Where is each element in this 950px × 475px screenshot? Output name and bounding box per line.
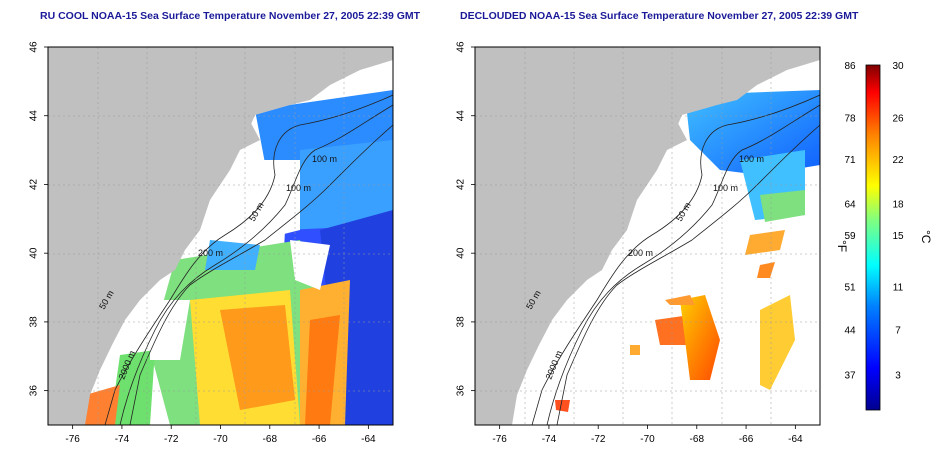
land — [475, 47, 820, 425]
lon-tick-label: -74 — [542, 434, 557, 445]
celsius-tick-label: 26 — [892, 113, 904, 124]
bathymetry-contours — [104, 94, 393, 425]
lon-tick-label: -68 — [263, 434, 278, 445]
lat-tick-label: 40 — [456, 247, 467, 259]
sst-field — [555, 90, 820, 412]
lat-tick-label: 36 — [456, 385, 467, 397]
lon-tick-label: -66 — [312, 434, 327, 445]
fahrenheit-tick-label: 44 — [844, 326, 856, 337]
lon-tick-label: -70 — [213, 434, 228, 445]
lat-tick-label: 40 — [29, 247, 40, 259]
lon-tick-label: -76 — [65, 434, 80, 445]
map-gridlines — [48, 47, 393, 425]
celsius-tick-label: 18 — [892, 200, 904, 211]
right-axis-ticks: -76 -74 -72 -70 -68 -66 -64 46 44 42 40 38 36 — [456, 41, 803, 445]
land — [48, 47, 393, 425]
lat-tick-label: 46 — [29, 41, 40, 53]
lat-tick-label: 42 — [456, 178, 467, 190]
colorbar-gradient — [865, 64, 881, 411]
fahrenheit-tick-label: 78 — [844, 113, 856, 124]
lon-tick-label: -68 — [690, 434, 705, 445]
fahrenheit-tick-label: 59 — [844, 231, 856, 242]
lat-tick-label: 36 — [29, 385, 40, 397]
contour-label: 200 m — [628, 248, 653, 258]
sst-field — [80, 90, 393, 425]
celsius-tick-label: 3 — [895, 371, 901, 382]
contour-label: 100 m — [286, 183, 311, 193]
lon-tick-label: -74 — [115, 434, 130, 445]
fahrenheit-tick-label: 86 — [844, 61, 856, 72]
fahrenheit-tick-label: 51 — [844, 283, 856, 294]
lon-tick-label: -66 — [739, 434, 754, 445]
lat-tick-label: 38 — [456, 316, 467, 328]
bathymetry-contours — [531, 94, 820, 425]
contour-label: 100 m — [713, 183, 738, 193]
celsius-tick-label: 30 — [892, 61, 904, 72]
lon-tick-label: -72 — [164, 434, 179, 445]
celsius-unit-label: °C — [919, 230, 933, 244]
lat-tick-label: 44 — [456, 110, 467, 122]
fahrenheit-tick-label: 71 — [844, 155, 856, 166]
right-panel-title: DECLOUDED NOAA-15 Sea Surface Temperatur… — [460, 10, 859, 22]
lat-tick-label: 42 — [29, 178, 40, 190]
contour-label: 100 m — [312, 154, 337, 164]
colorbar: 86 78 71 64 59 51 44 37 30 26 22 18 15 11 7 3 °F °C — [835, 61, 933, 411]
lon-tick-label: -72 — [591, 434, 606, 445]
fahrenheit-tick-label: 37 — [844, 371, 856, 382]
celsius-tick-label: 15 — [892, 231, 904, 242]
right-map: 100 m 100 m 50 m 200 m 50 m 2000 m — [475, 47, 820, 425]
celsius-tick-label: 22 — [892, 155, 904, 166]
celsius-tick-label: 11 — [893, 283, 904, 294]
map-gridlines — [475, 47, 820, 425]
lat-tick-label: 44 — [29, 110, 40, 122]
lon-tick-label: -64 — [788, 434, 803, 445]
contour-label: 100 m — [739, 154, 764, 164]
fahrenheit-tick-label: 64 — [844, 200, 856, 211]
lat-tick-label: 38 — [29, 316, 40, 328]
celsius-tick-label: 7 — [895, 326, 901, 337]
lon-tick-label: -70 — [640, 434, 655, 445]
lon-tick-label: -76 — [492, 434, 507, 445]
lon-tick-label: -64 — [361, 434, 376, 445]
left-panel-title: RU COOL NOAA-15 Sea Surface Temperature … — [40, 10, 421, 22]
left-axis-ticks: -76 -74 -72 -70 -68 -66 -64 46 44 42 40 38 36 — [29, 41, 376, 445]
fahrenheit-unit-label: °F — [835, 240, 849, 252]
lat-tick-label: 46 — [456, 41, 467, 53]
left-map: 100 m 100 m 50 m 200 m 50 m 2000 m — [48, 47, 393, 425]
contour-label: 200 m — [198, 248, 223, 258]
